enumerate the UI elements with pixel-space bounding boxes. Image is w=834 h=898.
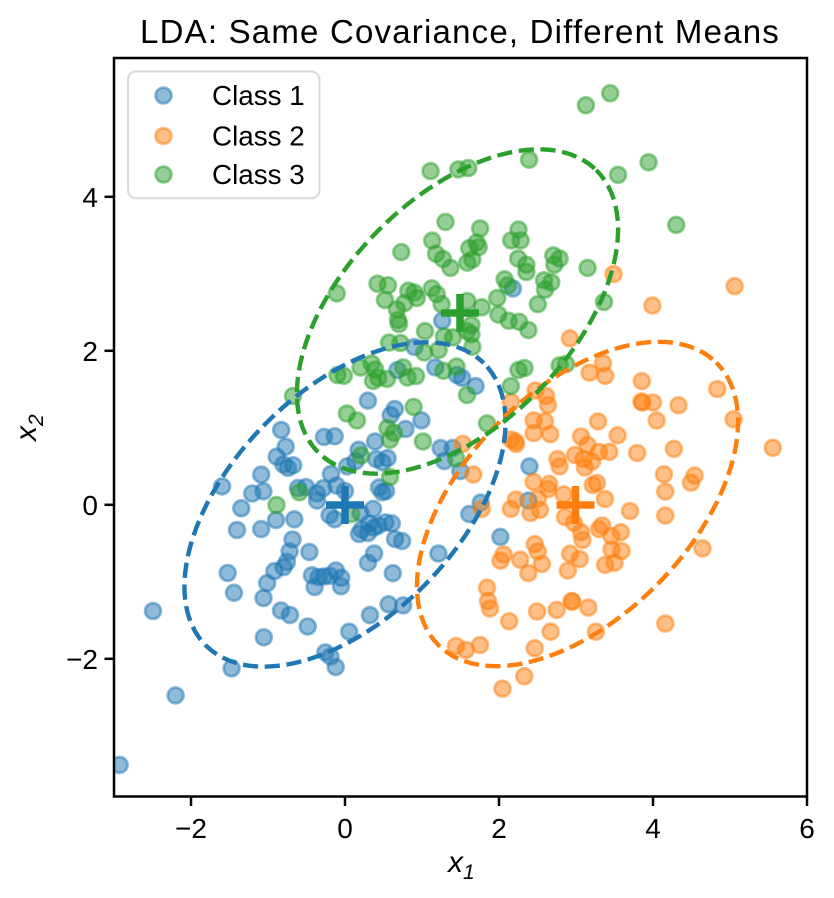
svg-text:−2: −2 <box>175 813 207 844</box>
svg-text:Class 3: Class 3 <box>212 159 305 190</box>
svg-text:0: 0 <box>82 490 98 521</box>
svg-text:−2: −2 <box>66 644 98 675</box>
svg-text:Class 2: Class 2 <box>212 121 305 152</box>
svg-text:4: 4 <box>82 182 98 213</box>
svg-text:LDA: Same Covariance, Differen: LDA: Same Covariance, Different Means <box>140 13 780 50</box>
svg-text:2: 2 <box>491 813 507 844</box>
svg-text:6: 6 <box>799 813 815 844</box>
svg-text:Class 1: Class 1 <box>212 80 305 111</box>
svg-text:4: 4 <box>645 813 661 844</box>
svg-text:0: 0 <box>337 813 353 844</box>
svg-text:2: 2 <box>82 336 98 367</box>
